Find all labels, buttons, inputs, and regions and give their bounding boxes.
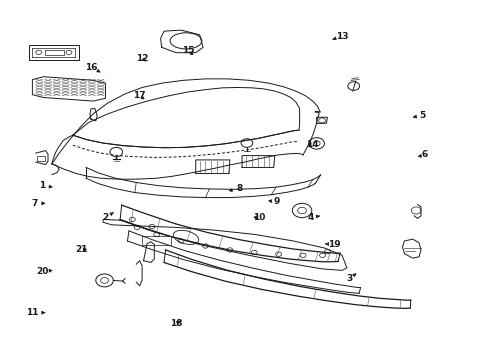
Text: 3: 3 (346, 274, 355, 283)
Text: 6: 6 (418, 150, 427, 159)
Text: 14: 14 (306, 140, 319, 149)
Text: 4: 4 (306, 213, 319, 222)
Text: 21: 21 (75, 246, 87, 255)
Text: 16: 16 (84, 63, 100, 72)
Text: 10: 10 (252, 213, 265, 222)
Text: 18: 18 (170, 319, 182, 328)
Text: 15: 15 (182, 46, 194, 55)
Text: 1: 1 (39, 181, 52, 190)
Text: 19: 19 (325, 240, 340, 249)
Text: 2: 2 (102, 212, 114, 222)
Text: 20: 20 (36, 267, 52, 276)
Text: 13: 13 (332, 32, 347, 41)
Text: 17: 17 (133, 91, 146, 100)
Bar (37, 156, 44, 161)
Text: 12: 12 (136, 54, 148, 63)
Bar (44, 50, 64, 55)
Text: 11: 11 (26, 308, 44, 317)
Text: 5: 5 (413, 111, 425, 120)
Text: 9: 9 (268, 197, 279, 206)
Text: 7: 7 (32, 199, 44, 208)
Text: 8: 8 (229, 184, 242, 193)
